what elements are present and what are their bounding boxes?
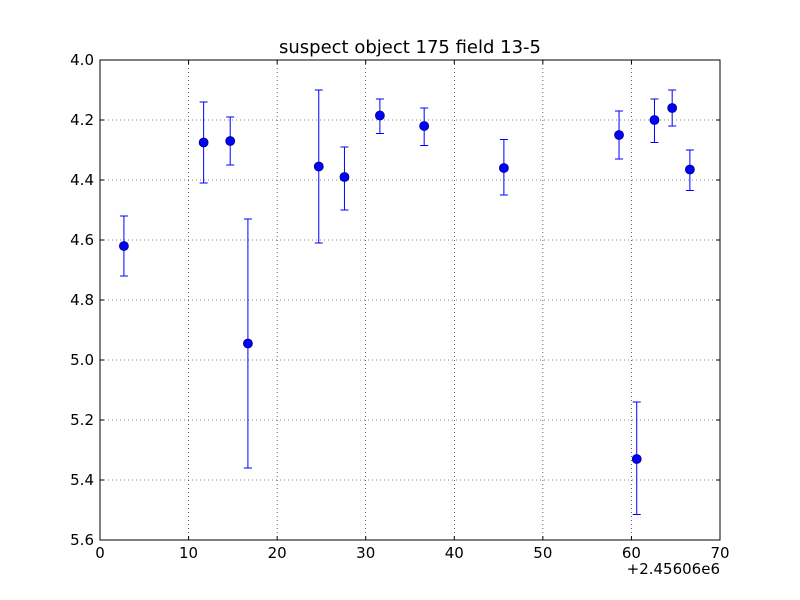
ticks-layer: 0 10 20 30 40 50 60 70 4.0 4.2 4.4 4.6 4.8 5.0 5.2 5.4 5…: [70, 51, 729, 562]
x-tick-label: 0: [95, 544, 105, 562]
x-tick-label: 10: [179, 544, 198, 562]
y-tick-label: 5.2: [70, 411, 94, 429]
grid-layer: [100, 60, 720, 540]
data-point: [649, 115, 660, 125]
y-tick-label: 5.6: [70, 531, 94, 549]
y-tick-label: 5.0: [70, 351, 94, 369]
data-point: [684, 164, 695, 175]
data-point: [339, 172, 350, 182]
data-point: [419, 121, 430, 131]
x-tick-label: 40: [445, 544, 464, 562]
y-tick-label: 4.8: [70, 291, 94, 309]
data-point: [498, 163, 509, 173]
y-tick-label: 4.4: [70, 171, 94, 189]
x-tick-label: 20: [268, 544, 287, 562]
data-point: [313, 161, 324, 172]
x-tick-label: 50: [533, 544, 552, 562]
data-point: [374, 110, 385, 121]
data-layer: [119, 89, 695, 515]
chart-title: suspect object 175 field 13-5: [279, 37, 541, 58]
y-tick-label: 5.4: [70, 471, 94, 489]
x-tick-label: 60: [622, 544, 641, 562]
y-tick-label: 4.0: [70, 51, 94, 69]
x-axis-offset-label: +2.45606e6: [627, 560, 720, 578]
data-point: [667, 103, 678, 113]
data-point: [631, 454, 642, 464]
data-point: [614, 130, 624, 140]
data-point: [198, 137, 209, 148]
x-tick-label: 70: [710, 544, 729, 562]
x-tick-label: 30: [356, 544, 375, 562]
data-point: [225, 136, 236, 146]
y-tick-label: 4.2: [70, 111, 94, 129]
y-tick-label: 4.6: [70, 231, 94, 249]
data-point: [119, 241, 129, 251]
data-point: [243, 338, 253, 349]
